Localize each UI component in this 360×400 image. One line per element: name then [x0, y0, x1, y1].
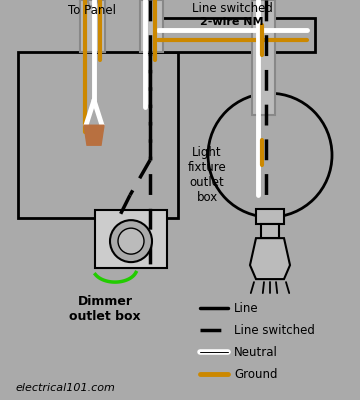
Bar: [261, 224, 279, 238]
Text: Light
fixture
outlet
box: Light fixture outlet box: [188, 146, 226, 204]
Polygon shape: [250, 238, 290, 279]
Circle shape: [110, 220, 152, 262]
Circle shape: [208, 93, 332, 217]
Text: Line switched: Line switched: [192, 2, 273, 15]
Text: Line: Line: [234, 302, 258, 314]
Text: Neutral: Neutral: [234, 346, 278, 358]
Text: 2-wire NM: 2-wire NM: [200, 17, 264, 27]
Text: To Panel: To Panel: [68, 4, 116, 17]
Bar: [140, 0, 163, 52]
Text: Dimmer
outlet box: Dimmer outlet box: [69, 295, 141, 323]
Circle shape: [118, 228, 144, 254]
Bar: [150, 18, 315, 52]
Text: Line switched: Line switched: [234, 324, 315, 336]
Bar: [18, 52, 178, 218]
Bar: [80, 0, 105, 52]
Bar: [256, 209, 284, 224]
Text: electrical101.com: electrical101.com: [15, 383, 115, 393]
Bar: [95, 210, 167, 268]
Bar: [252, 0, 275, 115]
Text: Ground: Ground: [234, 368, 278, 380]
Polygon shape: [84, 125, 104, 145]
